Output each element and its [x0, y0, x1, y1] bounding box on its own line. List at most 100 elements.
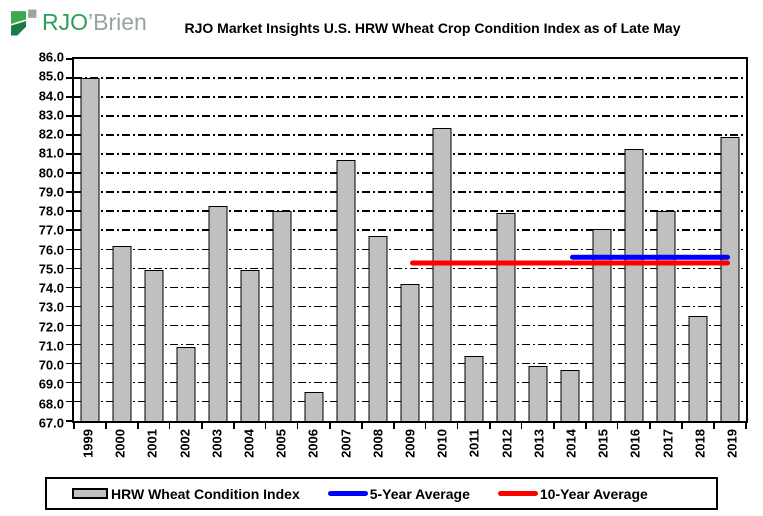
y-axis-tick-label: 73.0 — [38, 299, 64, 315]
x-axis-tick — [168, 421, 171, 429]
plot-area — [66, 57, 748, 429]
y-axis-tick — [66, 305, 74, 308]
y-axis-tick-label: 81.0 — [38, 145, 64, 161]
y-axis-tick-label: 75.0 — [38, 261, 64, 277]
y-axis-tick-label: 86.0 — [38, 49, 64, 65]
x-axis-tick — [585, 421, 587, 429]
x-axis-year-label: 2001 — [144, 429, 160, 458]
x-axis-year-label: 2016 — [627, 429, 643, 458]
legend-item-hrw-index: HRW Wheat Condition Index — [72, 486, 300, 502]
y-axis-tick-label: 77.0 — [38, 222, 64, 238]
x-axis-tick — [264, 421, 267, 429]
bar-2011 — [464, 356, 484, 421]
y-axis-tick — [66, 77, 74, 79]
gridline — [74, 248, 746, 251]
bar-2019 — [720, 137, 740, 421]
x-axis-year-label: 2005 — [273, 429, 289, 458]
x-axis-year-label: 2014 — [563, 429, 579, 458]
gridline — [74, 191, 746, 193]
y-axis-tick — [66, 172, 74, 174]
y-axis-tick-label: 69.0 — [38, 376, 64, 392]
x-axis-tick — [489, 421, 491, 429]
logo-text: RJO’Brien — [42, 8, 147, 37]
y-axis-tick — [66, 191, 74, 193]
x-axis-tick — [745, 421, 747, 429]
x-axis-year-label: 2003 — [209, 429, 225, 458]
x-axis-year-label: 1999 — [80, 429, 96, 458]
x-axis-year-label: 2017 — [660, 429, 676, 458]
x-axis-year-label: 2007 — [338, 429, 354, 458]
x-axis-year-label: 2010 — [434, 429, 450, 458]
y-axis-tick-label: 72.0 — [38, 319, 64, 335]
y-axis-tick-label: 85.0 — [38, 68, 64, 84]
x-axis-tick — [520, 421, 523, 429]
y-axis-tick-label: 68.0 — [38, 396, 64, 412]
y-axis-tick — [66, 96, 74, 98]
x-axis-tick — [201, 421, 203, 429]
legend-label: HRW Wheat Condition Index — [111, 485, 300, 502]
x-axis-year-label: 2004 — [241, 429, 257, 458]
x-axis-tick — [649, 421, 651, 429]
y-axis-tick — [66, 381, 74, 384]
y-axis-tick — [66, 286, 74, 289]
bar-2005 — [272, 211, 292, 421]
x-axis-tick — [361, 421, 363, 429]
bar-2009 — [400, 283, 420, 421]
x-axis-tick — [73, 421, 75, 429]
y-axis-tick — [66, 324, 74, 327]
x-axis-year-label: 2018 — [692, 429, 708, 458]
legend-label: 10-Year Average — [539, 485, 648, 502]
logo-text-brien: ’Brien — [88, 8, 147, 35]
bar-2000 — [112, 245, 132, 421]
y-axis-tick-label: 67.0 — [38, 415, 64, 431]
y-axis-tick — [66, 229, 74, 231]
x-axis-year-label: 2013 — [531, 429, 547, 458]
x-axis-tick — [616, 421, 619, 429]
legend-line-swatch-5yr — [327, 491, 368, 496]
y-axis-tick — [66, 248, 74, 251]
y-axis-tick-label: 70.0 — [38, 357, 64, 373]
y-axis-tick — [66, 343, 74, 346]
x-axis-tick — [456, 421, 459, 429]
x-axis-tick — [105, 421, 107, 429]
gridline — [74, 96, 746, 98]
gridline — [74, 115, 746, 117]
legend-bar-swatch — [72, 488, 108, 499]
ten-year-average-line — [410, 260, 730, 266]
bar-2018 — [688, 316, 708, 421]
x-axis-year-label: 2006 — [305, 429, 321, 458]
y-axis-tick — [66, 58, 74, 60]
bar-2001 — [144, 270, 164, 421]
y-axis-labels: 86.0 85.0 84.0 83.0 82.0 81.0 80.0 79.0 78.0 77.0… — [0, 50, 64, 431]
gridline — [74, 210, 746, 212]
x-axis-tick — [296, 421, 299, 429]
bar-2012 — [496, 213, 516, 421]
bar-2008 — [368, 236, 388, 421]
gridline — [74, 77, 746, 79]
bar-2006 — [304, 392, 324, 421]
bar-2007 — [336, 159, 356, 421]
x-axis-year-label: 2019 — [724, 429, 740, 458]
x-axis-year-label: 2008 — [370, 429, 386, 458]
y-axis-tick — [66, 267, 74, 270]
x-axis-year-label: 2011 — [466, 429, 482, 458]
bar-1999 — [80, 78, 100, 421]
legend-item-5yr-average: 5-Year Average — [327, 486, 470, 502]
x-axis-year-label: 2009 — [402, 429, 418, 458]
five-year-average-line — [570, 254, 730, 260]
gridline — [74, 172, 746, 174]
bar-2015 — [592, 228, 612, 421]
y-axis-tick-label: 82.0 — [38, 126, 64, 142]
y-axis-tick — [66, 362, 74, 365]
y-axis-tick-label: 71.0 — [38, 338, 64, 354]
x-axis-tick — [393, 421, 395, 429]
y-axis-tick-label: 79.0 — [38, 184, 64, 200]
bar-2003 — [208, 205, 228, 421]
x-axis-year-label: 2002 — [177, 429, 193, 458]
rjo-obrien-logo-icon — [11, 9, 37, 35]
legend-line-swatch-10yr — [497, 491, 538, 496]
x-axis-tick — [233, 421, 235, 429]
legend-item-10yr-average: 10-Year Average — [497, 485, 648, 502]
x-axis-year-label: 2015 — [595, 429, 611, 458]
